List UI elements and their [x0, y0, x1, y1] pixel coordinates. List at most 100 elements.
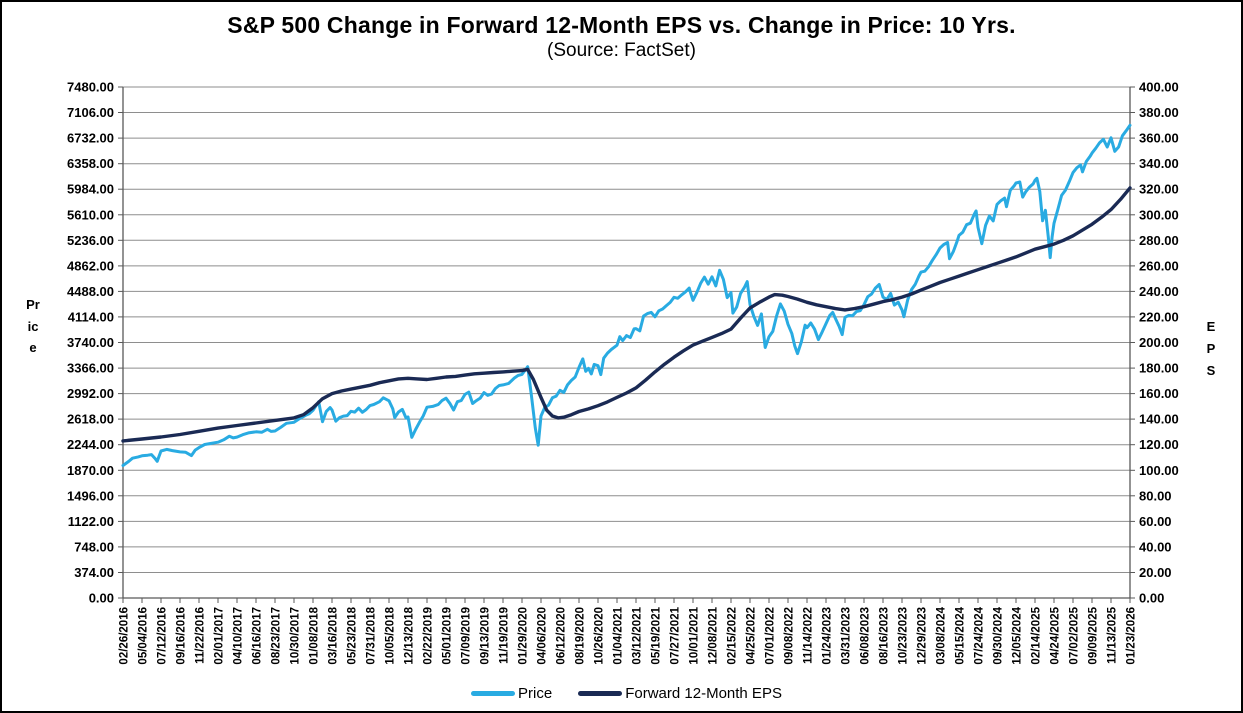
legend-item-eps: Forward 12-Month EPS	[578, 685, 782, 702]
legend-label-eps: Forward 12-Month EPS	[625, 685, 782, 702]
left-axis-tick-label: 2244.00	[67, 437, 114, 452]
x-axis-tick-label: 03/12/2021	[632, 606, 644, 664]
x-axis-tick-label: 06/08/2023	[860, 607, 872, 665]
x-axis-tick-label: 07/02/2025	[1069, 606, 1081, 664]
x-axis-tick-label: 06/16/2017	[252, 607, 264, 665]
left-axis-title: Price	[26, 297, 40, 355]
x-axis-tick-label: 08/16/2023	[879, 607, 891, 665]
x-axis-tick-label: 05/23/2018	[347, 606, 359, 664]
x-axis-tick-label: 08/19/2020	[575, 607, 587, 665]
x-axis-tick-label: 04/25/2022	[746, 607, 758, 665]
x-axis-tick-label: 01/04/2021	[613, 606, 625, 664]
series-line-price	[121, 123, 1132, 467]
x-axis-tick-label: 02/14/2025	[1031, 606, 1043, 664]
right-axis-tick-label: 280.00	[1139, 233, 1179, 248]
chart-subtitle: (Source: FactSet)	[547, 40, 696, 61]
x-axis-tick-label: 05/01/2019	[442, 607, 454, 665]
x-axis-tick-label: 07/24/2024	[974, 606, 986, 664]
x-axis-tick-label: 12/13/2018	[404, 606, 416, 664]
chart-title: S&P 500 Change in Forward 12-Month EPS v…	[227, 12, 1016, 38]
left-axis-tick-label: 374.00	[74, 565, 114, 580]
left-axis-tick-label: 2618.00	[67, 412, 114, 427]
x-axis-tick-label: 10/26/2020	[594, 607, 606, 665]
left-axis-tick-label: 6732.00	[67, 131, 114, 146]
x-axis-tick-label: 05/04/2016	[138, 607, 150, 665]
right-axis-tick-label: 180.00	[1139, 361, 1179, 376]
x-axis-tick-label: 01/29/2020	[518, 607, 530, 665]
left-axis-tick-label: 0.00	[89, 591, 114, 606]
x-axis-tick-label: 09/09/2025	[1088, 606, 1100, 664]
right-axis-tick-label: 120.00	[1139, 437, 1179, 452]
left-axis-tick-label: 6358.00	[67, 156, 114, 171]
x-axis-tick-label: 05/19/2021	[651, 606, 663, 664]
right-axis-tick-label: 40.00	[1139, 539, 1172, 554]
left-axis-tick-label: 4114.00	[68, 309, 114, 324]
right-axis-tick-label: 200.00	[1139, 335, 1179, 350]
x-axis-tick-label: 07/09/2019	[461, 607, 473, 665]
x-axis-tick-label: 10/01/2021	[689, 606, 701, 664]
x-axis-tick-label: 12/05/2024	[1012, 606, 1024, 664]
x-axis-tick-label: 03/31/2023	[841, 607, 853, 665]
left-axis-tick-label: 7106.00	[67, 105, 114, 120]
x-axis-tick-label: 09/30/2024	[993, 606, 1005, 664]
x-axis-tick-label: 10/30/2017	[290, 607, 302, 665]
x-axis-tick-label: 09/13/2019	[480, 607, 492, 665]
right-axis-tick-label: 60.00	[1139, 514, 1172, 529]
left-axis-tick-label: 4862.00	[67, 258, 114, 273]
right-axis-tick-label: 220.00	[1139, 309, 1179, 324]
x-axis-tick-label: 07/27/2021	[670, 606, 682, 664]
legend: Price Forward 12-Month EPS	[123, 685, 1130, 702]
right-axis-tick-label: 400.00	[1139, 80, 1179, 95]
right-axis-tick-label: 380.00	[1139, 105, 1179, 120]
left-axis-tick-label: 1870.00	[67, 463, 114, 478]
left-axis-tick-label: 1122.00	[68, 514, 114, 529]
right-axis-tick-label: 100.00	[1139, 463, 1179, 478]
x-axis-tick-label: 02/01/2017	[214, 607, 226, 665]
x-axis-tick-label: 03/08/2024	[936, 606, 948, 664]
x-axis-tick-label: 11/22/2016	[195, 607, 207, 664]
x-axis-tick-label: 03/16/2018	[328, 606, 340, 664]
x-axis-tick-label: 05/15/2024	[955, 606, 967, 664]
right-axis-tick-label: 20.00	[1139, 565, 1172, 580]
left-axis-tick-label: 5984.00	[67, 182, 114, 197]
right-axis-tick-label: 140.00	[1139, 412, 1179, 427]
x-axis-tick-label: 08/23/2017	[271, 607, 283, 665]
series-line-eps	[121, 186, 1132, 443]
right-axis-title: EPS	[1206, 319, 1216, 378]
right-axis-tick-label: 0.00	[1139, 591, 1164, 606]
x-axis-tick-label: 11/19/2019	[499, 607, 511, 664]
x-axis-tick-label: 12/08/2021	[708, 606, 720, 664]
x-axis-tick-label: 06/12/2020	[556, 607, 568, 665]
right-axis-tick-label: 240.00	[1139, 284, 1179, 299]
right-axis-tick-label: 320.00	[1139, 182, 1179, 197]
x-axis-tick-label: 02/15/2022	[727, 607, 739, 665]
x-axis-tick-label: 10/23/2023	[898, 607, 910, 665]
eps-line-swatch	[578, 691, 623, 696]
x-axis-tick-label: 02/26/2016	[119, 607, 131, 665]
right-axis-tick-label: 80.00	[1139, 488, 1172, 503]
right-axis-tick-label: 340.00	[1139, 156, 1179, 171]
left-axis-tick-label: 3366.00	[67, 361, 114, 376]
price-line-swatch	[471, 691, 516, 696]
x-axis-tick-label: 10/05/2018	[385, 606, 397, 664]
x-axis-tick-label: 12/29/2023	[917, 607, 929, 665]
left-axis-tick-label: 1496.00	[67, 488, 114, 503]
x-axis-tick-label: 09/16/2016	[176, 607, 188, 665]
right-axis-tick-label: 300.00	[1139, 207, 1179, 222]
x-axis-tick-label: 04/24/2025	[1050, 606, 1062, 664]
x-axis-tick-label: 02/22/2019	[423, 607, 435, 665]
x-axis-tick-label: 01/08/2018	[309, 606, 321, 664]
x-axis-tick-label: 04/10/2017	[233, 607, 245, 665]
legend-label-price: Price	[518, 685, 553, 702]
x-axis-tick-label: 09/08/2022	[784, 607, 796, 665]
x-axis-tick-label: 01/24/2023	[822, 607, 834, 665]
right-axis-tick-label: 260.00	[1139, 258, 1179, 273]
left-axis-tick-label: 2992.00	[67, 386, 114, 401]
x-axis-tick-label: 11/13/2025	[1107, 606, 1119, 664]
x-axis-tick-label: 11/14/2022	[803, 607, 815, 664]
x-axis-tick-label: 07/12/2016	[157, 607, 169, 665]
x-axis-tick-label: 01/23/2026	[1126, 607, 1138, 665]
left-axis-tick-label: 748.00	[74, 539, 114, 554]
